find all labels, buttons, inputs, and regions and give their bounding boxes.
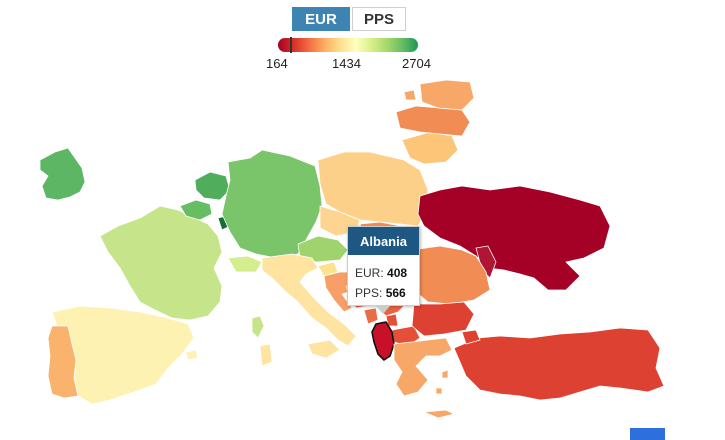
country-slovenia[interactable] — [317, 261, 339, 277]
country-belgium[interactable] — [179, 199, 213, 221]
legend-ticks: 164 1434 2704 — [262, 56, 442, 72]
tooltip-pps-label: PPS: — [355, 286, 383, 300]
legend-mid-label: 1434 — [332, 56, 361, 71]
country-montenegro[interactable] — [363, 307, 379, 325]
country-corsica[interactable] — [251, 315, 265, 339]
country-estonia[interactable] — [419, 79, 475, 111]
legend-gradient-bar — [278, 37, 418, 53]
country-tooltip: Albania EUR: 408 PPS: 566 — [347, 226, 420, 314]
tooltip-pps-row: PPS: 566 — [348, 283, 419, 303]
corner-button[interactable] — [630, 428, 665, 440]
country-bulgaria[interactable] — [411, 301, 475, 337]
country-switzerland[interactable] — [227, 255, 263, 273]
country-turkey[interactable] — [453, 327, 665, 401]
country-ireland[interactable] — [39, 147, 86, 201]
island-estonia[interactable] — [403, 89, 417, 101]
country-lithuania[interactable] — [401, 131, 459, 165]
country-italy[interactable] — [261, 253, 357, 347]
tooltip-arrow — [376, 306, 390, 314]
country-greece[interactable] — [393, 337, 453, 397]
country-netherlands[interactable] — [194, 171, 231, 201]
island-sardinia[interactable] — [259, 343, 273, 367]
currency-toggle: EUR PPS — [292, 7, 406, 31]
tooltip-country-name: Albania — [348, 227, 419, 255]
legend-marker — [290, 37, 293, 53]
island-balearic[interactable] — [185, 349, 199, 361]
island-sicily[interactable] — [307, 339, 341, 359]
country-albania[interactable] — [371, 321, 395, 361]
legend-min-label: 164 — [266, 56, 288, 71]
country-latvia[interactable] — [395, 105, 471, 137]
country-portugal[interactable] — [47, 325, 79, 399]
tooltip-eur-row: EUR: 408 — [348, 263, 419, 283]
color-legend — [278, 37, 418, 53]
pps-toggle-button[interactable]: PPS — [352, 7, 406, 31]
island-crete[interactable] — [423, 409, 455, 419]
island-aegean-1[interactable] — [441, 369, 449, 379]
tooltip-eur-value: 408 — [387, 266, 408, 280]
tooltip-pps-value: 566 — [385, 286, 406, 300]
tooltip-eur-label: EUR: — [355, 266, 384, 280]
island-aegean-2[interactable] — [435, 387, 443, 395]
country-turkey-thrace[interactable] — [461, 329, 481, 345]
legend-max-label: 2704 — [402, 56, 431, 71]
country-kosovo[interactable] — [385, 313, 399, 327]
eur-toggle-button[interactable]: EUR — [292, 7, 350, 31]
country-ukraine[interactable] — [417, 185, 611, 291]
country-france[interactable] — [99, 205, 223, 321]
